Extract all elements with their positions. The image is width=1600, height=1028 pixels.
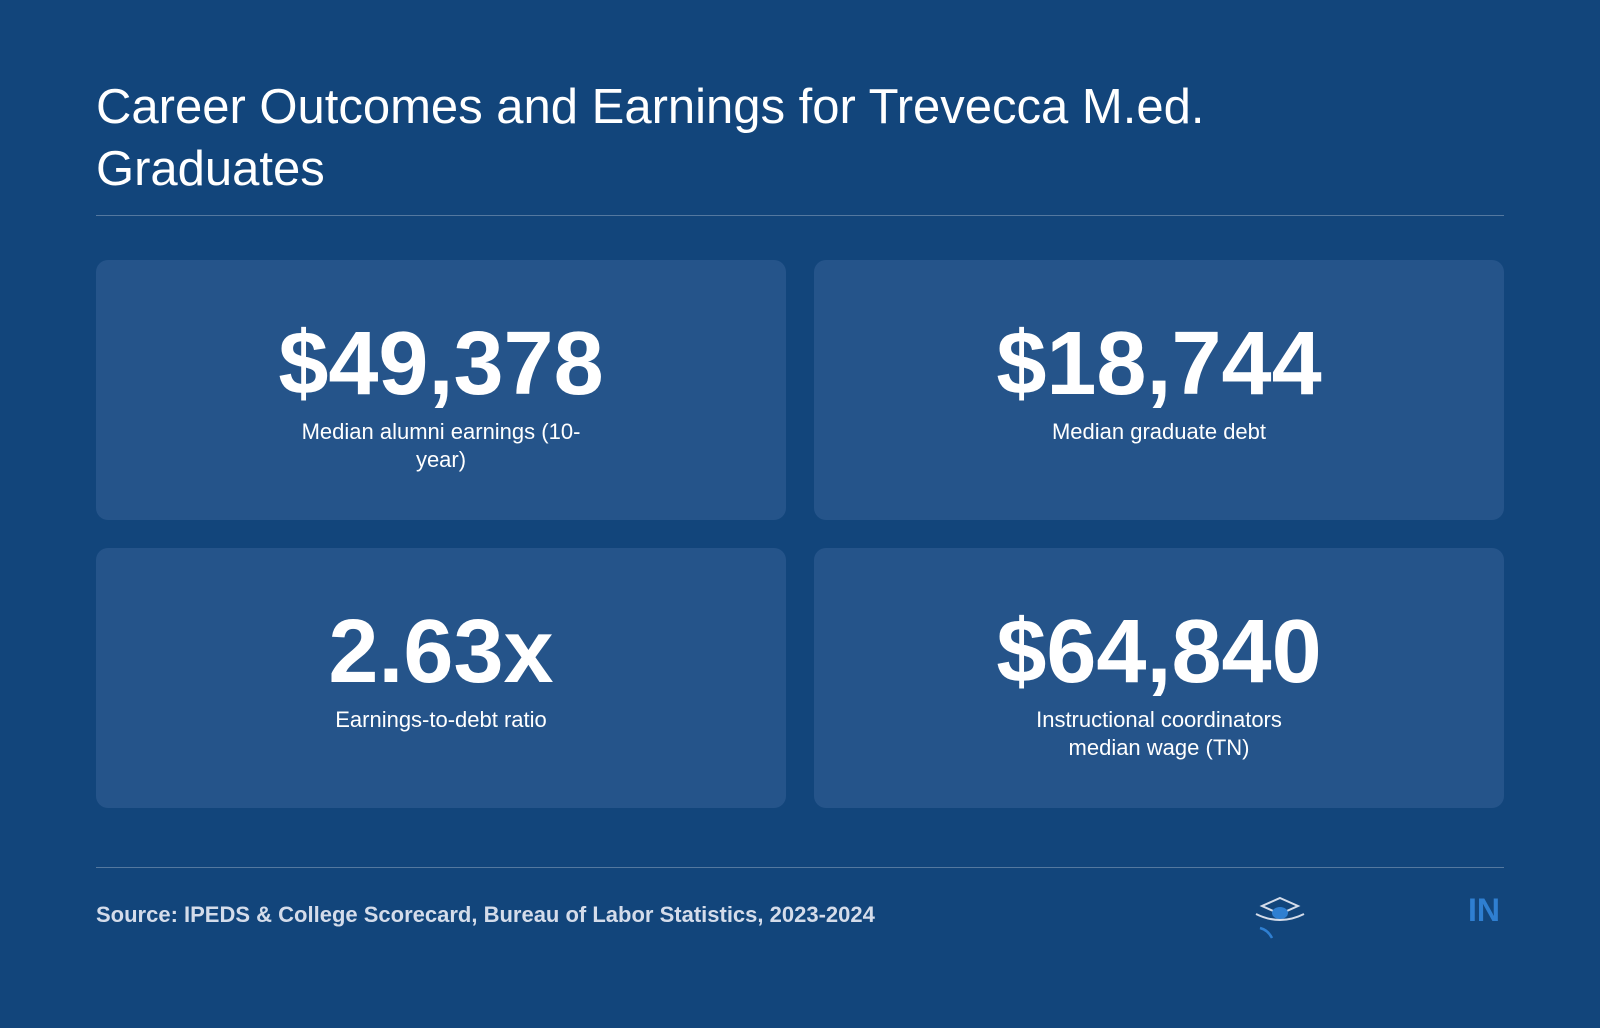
page-title: Career Outcomes and Earnings for Trevecc… bbox=[96, 80, 1205, 196]
stat-label: Earnings-to-debt ratio bbox=[335, 707, 547, 732]
footer-divider bbox=[96, 867, 1504, 868]
stat-label: Median graduate debt bbox=[1051, 419, 1267, 444]
graduation-cap-icon bbox=[1252, 894, 1308, 954]
stat-value: 2.63x bbox=[328, 602, 554, 702]
stat-label: Median alumni earnings (10-year) bbox=[301, 419, 581, 472]
stat-card-earnings-to-debt: 2.63x Earnings-to-debt ratio bbox=[96, 548, 786, 808]
stat-value: $18,744 bbox=[996, 314, 1322, 414]
stat-value: $49,378 bbox=[278, 314, 604, 414]
stat-card-graduate-debt: $18,744 Median graduate debt bbox=[814, 260, 1504, 520]
title-divider bbox=[96, 215, 1504, 216]
stat-label: Instructional coordinators median wage (… bbox=[1036, 707, 1282, 760]
stat-card-coordinator-wage: $64,840 Instructional coordinators media… bbox=[814, 548, 1504, 808]
brand-mark: IN bbox=[1468, 892, 1500, 928]
stat-value: $64,840 bbox=[996, 602, 1322, 702]
stat-card-median-earnings: $49,378 Median alumni earnings (10-year) bbox=[96, 260, 786, 520]
source-note: Source: IPEDS & College Scorecard, Burea… bbox=[96, 902, 875, 927]
